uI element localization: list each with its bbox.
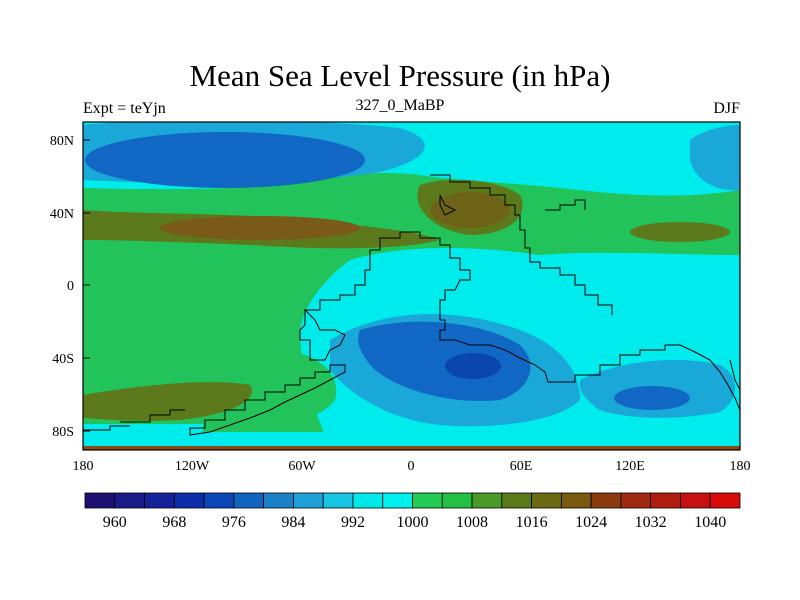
season-label: DJF (713, 100, 740, 117)
colorbar-swatch (84, 492, 116, 509)
x-tick-label-60w: 60W (288, 459, 316, 474)
colorbar-swatch (620, 492, 652, 509)
y-tick-label-0: 0 (67, 279, 74, 294)
map-frame (82, 121, 741, 451)
colorbar-swatch (203, 492, 235, 509)
x-tick-label-0: 0 (408, 459, 415, 474)
x-tick-label-120e: 120E (615, 459, 645, 474)
colorbar-swatch (650, 492, 681, 509)
colorbar-swatch (263, 492, 294, 509)
colorbar-label: 1040 (694, 514, 726, 531)
y-tick-label-40s: 40S (52, 352, 74, 367)
colorbar-swatch (501, 492, 532, 509)
colorbar-swatch (590, 492, 622, 509)
x-tick-label-120w: 120W (175, 459, 210, 474)
y-tick-label-80s: 80S (52, 425, 74, 440)
x-tick-label-180w: 180 (73, 459, 94, 474)
period-label: 327_0_MaBP (355, 97, 445, 114)
colorbar-label: 1016 (516, 514, 548, 531)
colorbar-swatch (114, 492, 145, 509)
continent-outlines (83, 174, 740, 436)
map-field (83, 122, 740, 450)
colorbar-swatch (531, 492, 562, 509)
colorbar-swatch (709, 492, 741, 509)
colorbar-swatch (144, 492, 175, 509)
colorbar-swatch (293, 492, 324, 509)
colorbar-swatch (233, 492, 265, 509)
x-tick-label-180e: 180 (730, 459, 751, 474)
colorbar-label: 976 (222, 514, 246, 531)
colorbar-label: 984 (281, 514, 305, 531)
colorbar-swatch (382, 492, 413, 509)
colorbar (84, 492, 741, 509)
colorbar-swatch (560, 492, 592, 509)
experiment-label: Expt = teYjn (83, 100, 166, 117)
colorbar-labels: 960 968 976 984 992 1000 1008 1016 1024 1032 1040 (103, 514, 726, 531)
colorbar-label: 968 (162, 514, 186, 531)
x-tick-label-60e: 60E (510, 459, 533, 474)
colorbar-swatch (441, 492, 473, 509)
colorbar-label: 1000 (397, 514, 429, 531)
chart-title: Mean Sea Level Pressure (in hPa) (189, 58, 611, 93)
y-tick-label-40n: 40N (50, 207, 74, 222)
colorbar-swatch (322, 492, 354, 509)
colorbar-label: 1032 (635, 514, 667, 531)
colorbar-swatch (173, 492, 205, 509)
colorbar-swatch (680, 492, 711, 509)
colorbar-label: 992 (341, 514, 365, 531)
y-axis: 80N 40N 0 40S 80S (50, 134, 90, 440)
colorbar-swatch (412, 492, 443, 509)
colorbar-label: 960 (103, 514, 127, 531)
colorbar-label: 1024 (575, 514, 607, 531)
colorbar-label: 1008 (456, 514, 488, 531)
colorbar-swatch (471, 492, 503, 509)
y-tick-label-80n: 80N (50, 134, 74, 149)
colorbar-swatch (352, 492, 384, 509)
x-axis: 180 120W 60W 0 60E 120E 180 (73, 459, 751, 474)
